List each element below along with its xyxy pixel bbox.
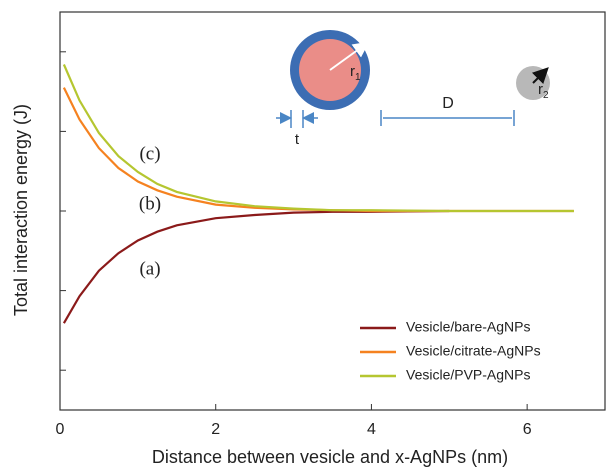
r2-label: r2 [538,81,549,101]
r2-arrow [531,67,549,85]
series-line [62,209,450,324]
x-tick-label: 6 [523,421,532,438]
d-label: D [442,95,454,112]
legend-label: Vesicle/citrate-AgNPs [406,343,541,359]
curve-label: (a) [139,258,160,279]
y-axis-title: Total interaction energy (J) [11,104,31,316]
r1-label: r1 [350,63,361,83]
x-tick-label: 0 [56,421,65,438]
t-label: t [295,131,300,148]
legend-label: Vesicle/PVP-AgNPs [406,367,531,383]
curve-label: (c) [139,143,160,164]
r1-arrow [329,41,370,71]
inset: r1 r2 t D [276,30,550,148]
x-axis-title: Distance between vesicle and x-AgNPs (nm… [152,447,508,467]
curve-label: (b) [139,193,161,214]
x-tick-label: 2 [211,421,220,438]
x-tick-label: 4 [367,421,376,438]
legend-label: Vesicle/bare-AgNPs [406,319,531,335]
series-line [62,64,574,213]
